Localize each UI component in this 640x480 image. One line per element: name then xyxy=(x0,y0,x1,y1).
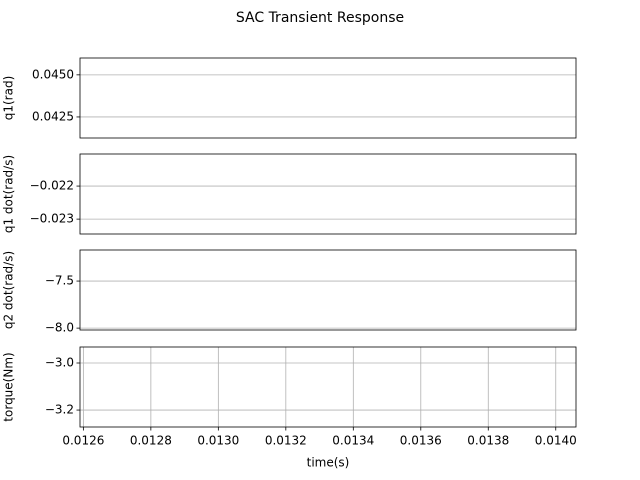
x-tick-label: 0.0134 xyxy=(332,434,374,448)
x-tick-label: 0.0132 xyxy=(265,434,307,448)
y-tick-label: 0.0425 xyxy=(32,109,74,123)
x-tick-label: 0.0126 xyxy=(62,434,104,448)
x-tick-label: 0.0130 xyxy=(197,434,239,448)
x-tick-label: 0.0128 xyxy=(130,434,172,448)
x-tick-label: 0.0136 xyxy=(400,434,442,448)
x-tick-label: 0.0140 xyxy=(535,434,577,448)
y-tick-label: −0.022 xyxy=(30,179,74,193)
x-tick-label: 0.0138 xyxy=(467,434,509,448)
figure-title: SAC Transient Response xyxy=(236,10,404,26)
axes-frame xyxy=(79,57,577,139)
y-tick-label: −3.2 xyxy=(45,403,74,417)
y-tick-label: −0.023 xyxy=(30,212,74,226)
axes-frame xyxy=(79,153,577,235)
y-axis-label: q1 dot(rad/s) xyxy=(2,155,16,233)
x-axis-label: time(s) xyxy=(307,456,350,470)
y-axis-label: q2 dot(rad/s) xyxy=(2,251,16,329)
y-tick-label: −8.0 xyxy=(45,321,74,335)
y-tick-label: −3.0 xyxy=(45,356,74,370)
axes-frame xyxy=(79,249,577,331)
y-axis-label: q1(rad) xyxy=(2,76,16,121)
y-tick-label: −7.5 xyxy=(45,274,74,288)
y-tick-label: 0.0450 xyxy=(32,67,74,81)
axes-frame xyxy=(79,346,577,428)
y-axis-label: torque(Nm) xyxy=(2,352,16,421)
